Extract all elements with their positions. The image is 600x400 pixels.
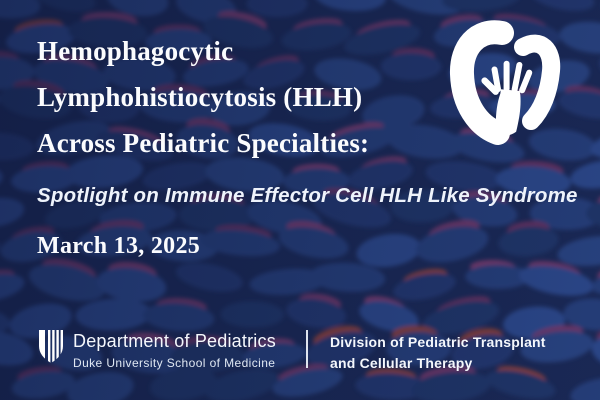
department-block: Department of Pediatrics Duke University… xyxy=(73,329,276,370)
hand-icon xyxy=(481,60,533,136)
division-line-2: and Cellular Therapy xyxy=(330,355,473,371)
title-line-1: Hemophagocytic xyxy=(37,36,234,66)
footer-branding: Department of Pediatrics Duke University… xyxy=(38,329,276,370)
department-name: Department of Pediatrics xyxy=(73,331,276,351)
division-name: Division of Pediatric Transplant and Cel… xyxy=(330,332,546,374)
footer-divider xyxy=(306,330,308,368)
title-line-3: Across Pediatric Specialties: xyxy=(37,128,370,158)
event-title: Hemophagocytic Lymphohistiocytosis (HLH)… xyxy=(37,28,477,166)
event-subtitle: Spotlight on Immune Effector Cell HLH Li… xyxy=(37,184,578,207)
hand-in-heart-icon xyxy=(450,20,561,145)
event-date: March 13, 2025 xyxy=(37,233,201,259)
school-name: Duke University School of Medicine xyxy=(73,356,276,370)
title-line-2: Lymphohistiocytosis (HLH) xyxy=(37,82,363,112)
duke-shield-icon xyxy=(39,330,63,363)
division-line-1: Division of Pediatric Transplant xyxy=(330,334,546,350)
